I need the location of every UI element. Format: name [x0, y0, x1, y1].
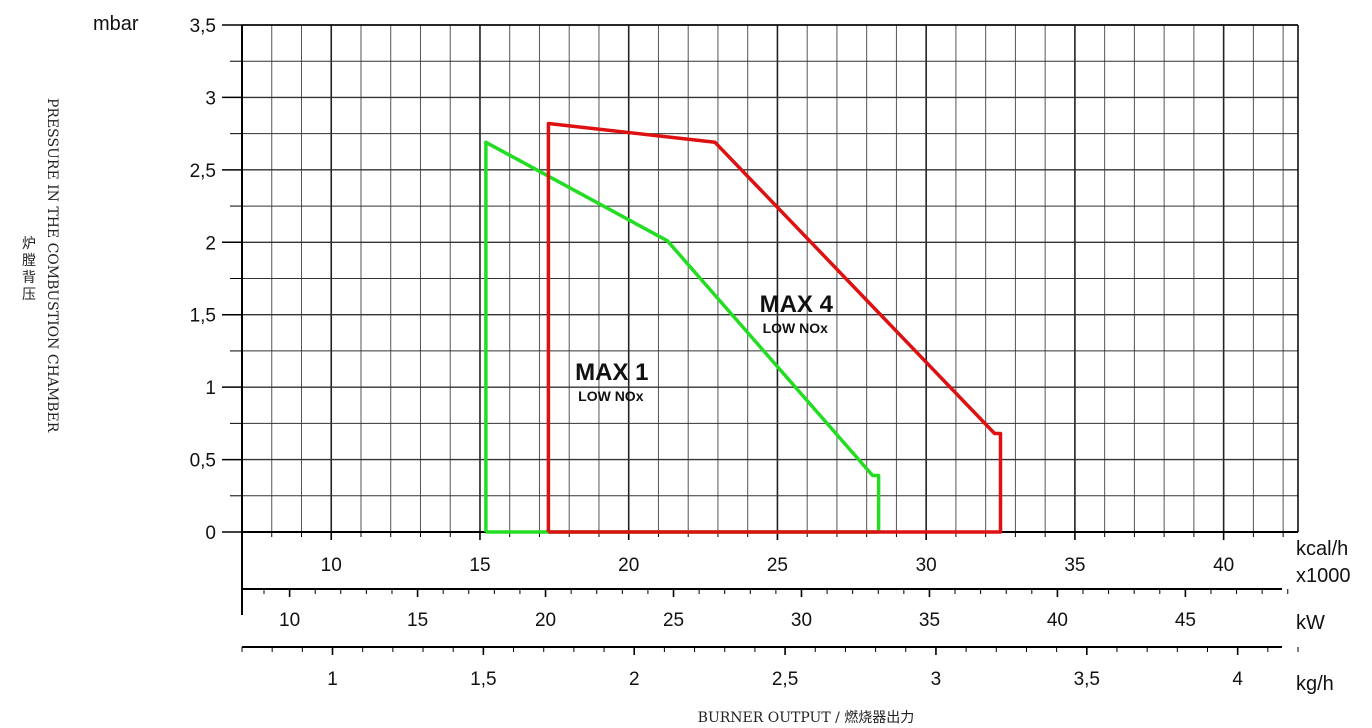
x-tick-label: 30 — [791, 610, 812, 631]
x-tick-label: 35 — [919, 610, 940, 631]
y-axis-title-cn-char: 背 — [22, 270, 36, 286]
x-tick-label: 1,5 — [470, 669, 496, 690]
x-axes: 10 15 20 25 30 35 40 kcal/h x1000 10 15 20 25 30 35 40 4… — [241, 532, 1351, 695]
x-tick-label: 30 — [916, 555, 937, 576]
x-tick-label: 25 — [663, 610, 684, 631]
series-subtitle-label: LOW NOx — [763, 320, 829, 336]
y-tick-label: 2 — [205, 233, 216, 254]
y-axis-title-cn: 炉膛背压 — [22, 236, 36, 303]
x-tick-label: 35 — [1064, 555, 1085, 576]
x-tick-label: 10 — [321, 555, 342, 576]
x-tick-label: 2 — [629, 669, 640, 690]
x-tick-label: 15 — [407, 610, 428, 631]
x-tick-label: 4 — [1232, 669, 1243, 690]
series-name-label: MAX 1 — [575, 359, 648, 386]
y-tick-label: 1 — [205, 378, 216, 399]
x-tick-label: 1 — [327, 669, 338, 690]
x-tick-label: 45 — [1175, 610, 1196, 631]
grid — [241, 24, 1298, 533]
x-axis-title: BURNER OUTPUT / 燃烧器出力 — [698, 709, 915, 726]
y-axis-title-cn-char: 膛 — [22, 253, 36, 269]
series-subtitle-label: LOW NOx — [578, 388, 644, 404]
y-axis-title-cn-char: 压 — [22, 287, 36, 303]
x-tick-label: 25 — [767, 555, 788, 576]
y-tick-label: 3,5 — [190, 16, 216, 37]
x-unit-label: kW — [1296, 612, 1325, 634]
series-outline — [484, 140, 881, 534]
series-group: MAX 1 LOW NOx MAX 4 LOW NOx — [484, 121, 1003, 534]
y-tick-label: 3 — [205, 88, 216, 109]
x-tick-label: 15 — [469, 555, 490, 576]
x-tick-label: 40 — [1047, 610, 1068, 631]
y-unit-label: mbar — [93, 13, 139, 35]
x-unit-label: kcal/h — [1296, 538, 1348, 560]
x-tick-label: 40 — [1213, 555, 1234, 576]
y-axis-title: PRESSURE IN THE COMBUSTION CHAMBER — [44, 98, 60, 433]
y-tick-label: 0,5 — [190, 451, 216, 472]
y-tick-label: 0 — [205, 523, 216, 544]
x-tick-label: 20 — [535, 610, 556, 631]
series-name-label: MAX 4 — [760, 291, 834, 318]
y-axis: 0 0,5 1 1,5 2 2,5 3 3,5 — [190, 16, 242, 544]
x-tick-label: 3,5 — [1074, 669, 1100, 690]
y-axis-title-cn-char: 炉 — [22, 236, 36, 252]
y-tick-label: 2,5 — [190, 161, 216, 182]
x-tick-label: 2,5 — [772, 669, 798, 690]
y-tick-label: 1,5 — [190, 306, 216, 327]
x-tick-label: 10 — [279, 610, 300, 631]
x-unit-label-line2: x1000 — [1296, 565, 1351, 587]
x-tick-label: 3 — [931, 669, 942, 690]
x-tick-label: 20 — [618, 555, 639, 576]
x-unit-label: kg/h — [1296, 673, 1334, 695]
series-outline — [546, 121, 1003, 534]
